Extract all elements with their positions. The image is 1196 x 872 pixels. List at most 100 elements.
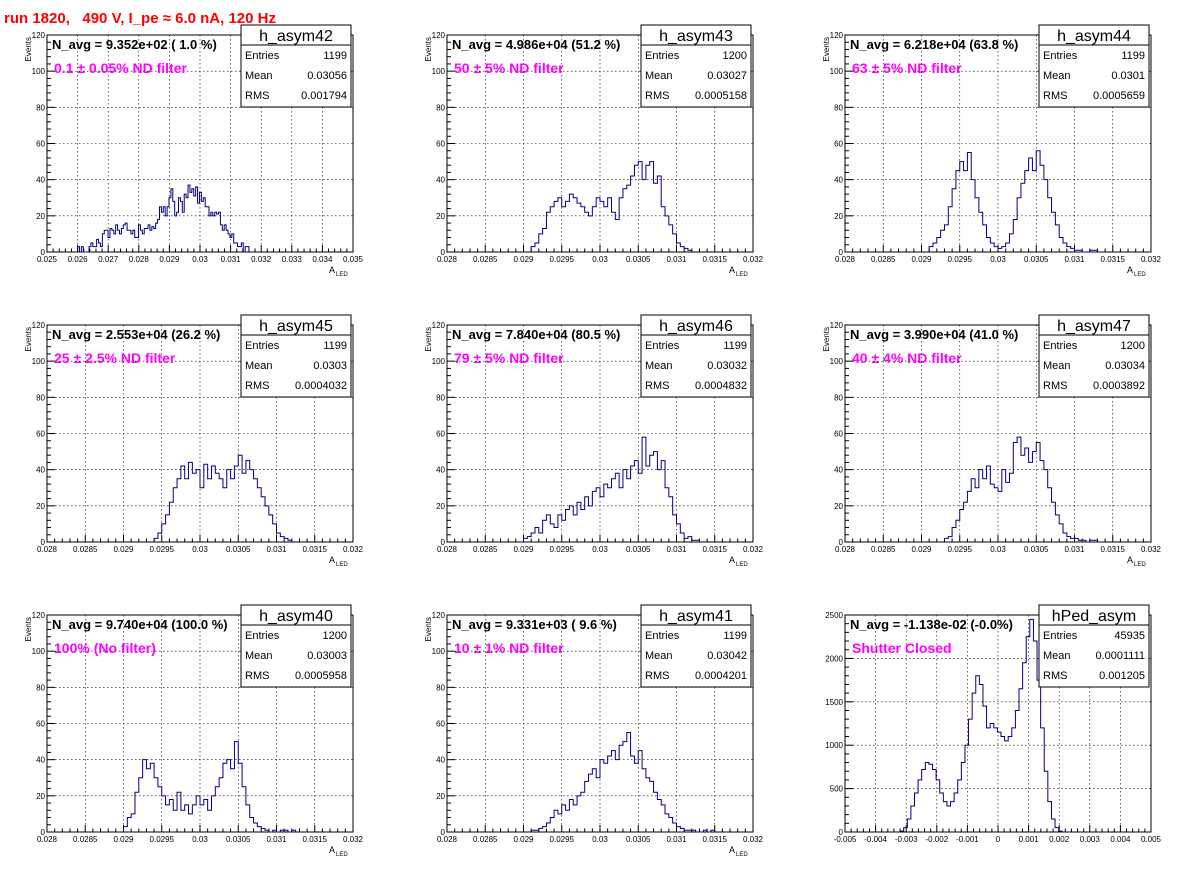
y-tick-label: 20 xyxy=(436,792,445,801)
stats-title: h_asym41 xyxy=(659,608,733,625)
x-tick-label: 0.0295 xyxy=(150,545,175,554)
stats-box xyxy=(240,604,352,688)
x-axis-title: A xyxy=(329,265,335,275)
y-tick-label: 0 xyxy=(441,828,446,837)
x-tick-label: 0.029 xyxy=(513,255,534,264)
y-tick-label: 20 xyxy=(36,212,45,221)
stats-value: 0.0003892 xyxy=(1093,380,1145,392)
x-axis-title: A xyxy=(1127,265,1133,275)
x-tick-label: 0.032 xyxy=(1141,545,1162,554)
filter-label: 50 ± 5% ND filter xyxy=(454,60,564,76)
stats-key: Entries xyxy=(645,630,680,642)
x-tick-label: 0.0315 xyxy=(303,835,328,844)
y-tick-label: 0 xyxy=(441,248,446,257)
x-tick-label: 0.0295 xyxy=(550,255,575,264)
stats-value: 0.001794 xyxy=(301,90,347,102)
y-tick-label: 0 xyxy=(839,248,844,257)
y-tick-label: 60 xyxy=(36,140,45,149)
y-axis-title: Events xyxy=(822,37,831,61)
y-tick-label: 0 xyxy=(839,828,844,837)
navg-label: N_avg = 2.553e+04 (26.2 %) xyxy=(52,327,220,342)
stats-value: 1200 xyxy=(723,50,747,62)
stats-key: Entries xyxy=(645,50,680,62)
y-tick-label: 60 xyxy=(436,140,445,149)
stats-value: 0.0005659 xyxy=(1093,90,1145,102)
navg-label: N_avg = 9.331e+03 ( 9.6 %) xyxy=(452,617,617,632)
navg-label: N_avg = -1.138e-02 (-0.0%) xyxy=(850,617,1013,632)
x-tick-label: -0.003 xyxy=(895,835,918,844)
stats-key: Entries xyxy=(1043,630,1078,642)
x-tick-label: 0.034 xyxy=(312,255,333,264)
x-axis-title-subscript: LED xyxy=(736,562,748,568)
x-tick-label: 0.03 xyxy=(592,255,608,264)
y-tick-label: 80 xyxy=(436,683,445,692)
x-tick-label: 0.032 xyxy=(343,835,364,844)
y-tick-label: 60 xyxy=(436,720,445,729)
x-tick-label: 0.0315 xyxy=(703,835,728,844)
filter-label: 40 ± 4% ND filter xyxy=(852,350,962,366)
stats-value: 1199 xyxy=(323,340,347,352)
y-tick-label: 120 xyxy=(32,611,46,620)
histogram-line xyxy=(523,436,700,542)
x-tick-label: 0.031 xyxy=(666,835,687,844)
x-tick-label: 0.032 xyxy=(1141,255,1162,264)
x-tick-label: 0.0315 xyxy=(1101,255,1126,264)
x-tick-label: 0.0305 xyxy=(1024,255,1049,264)
x-tick-label: 0.028 xyxy=(437,255,458,264)
x-tick-label: 0.032 xyxy=(251,255,272,264)
stats-box xyxy=(1038,604,1150,688)
stats-value: 0.0004832 xyxy=(695,380,747,392)
x-tick-label: 0.003 xyxy=(1080,835,1101,844)
x-axis-title: A xyxy=(1127,555,1133,565)
x-tick-label: 0.03 xyxy=(192,255,208,264)
x-axis-title-subscript: LED xyxy=(336,272,348,278)
histogram-pad-h_asym46: 0.028 0.0285 0.029 0.0295 0.03 0.0305 0.031 0.0… xyxy=(424,314,764,568)
filter-label: 79 ± 5% ND filter xyxy=(454,350,564,366)
stats-key: Entries xyxy=(245,630,280,642)
x-axis-title-subscript: LED xyxy=(736,852,748,858)
x-tick-label: 0.03 xyxy=(192,545,208,554)
x-axis-title-subscript: LED xyxy=(336,852,348,858)
y-tick-label: 0 xyxy=(41,248,46,257)
stats-key: RMS xyxy=(245,670,269,682)
stats-box xyxy=(1038,24,1150,108)
stats-key: RMS xyxy=(1043,670,1067,682)
histogram-pad-hPed_asym: -0.005 -0.004 -0.003 -0.002 -0.001 0 0.001 0.00… xyxy=(825,604,1162,844)
navg-label: N_avg = 3.990e+04 (41.0 %) xyxy=(850,327,1018,342)
stats-value: 45935 xyxy=(1114,630,1145,642)
y-tick-label: 120 xyxy=(830,321,844,330)
y-tick-label: 40 xyxy=(834,176,843,185)
y-tick-label: 120 xyxy=(32,321,46,330)
stats-value: 0.0004201 xyxy=(695,670,747,682)
stats-key: Mean xyxy=(1043,650,1071,662)
histogram-line xyxy=(928,150,1098,253)
y-axis-title: Events xyxy=(424,37,433,61)
x-tick-label: 0.004 xyxy=(1110,835,1131,844)
x-tick-label: 0.03 xyxy=(592,545,608,554)
y-tick-label: 20 xyxy=(436,212,445,221)
x-tick-label: 0.0295 xyxy=(150,835,175,844)
y-tick-label: 40 xyxy=(36,466,45,475)
x-tick-label: 0.028 xyxy=(437,545,458,554)
y-tick-label: 2000 xyxy=(825,654,843,663)
x-tick-label: 0.0285 xyxy=(871,255,896,264)
x-axis-title: A xyxy=(329,845,335,855)
y-axis-title: Events xyxy=(424,327,433,351)
histogram-line xyxy=(943,436,1098,543)
stats-value: 0.03003 xyxy=(307,650,347,662)
filter-label: Shutter Closed xyxy=(852,640,952,656)
x-tick-label: 0.0285 xyxy=(871,545,896,554)
y-tick-label: 80 xyxy=(36,103,45,112)
y-tick-label: 100 xyxy=(32,647,46,656)
histogram-line xyxy=(153,454,293,542)
filter-label: 0.1 ± 0.05% ND filter xyxy=(54,60,188,76)
histogram-line xyxy=(530,161,693,252)
y-tick-label: 1000 xyxy=(825,741,843,750)
y-tick-label: 100 xyxy=(432,357,446,366)
navg-label: N_avg = 6.218e+04 (63.8 %) xyxy=(850,37,1018,52)
x-tick-label: 0.031 xyxy=(666,255,687,264)
x-tick-label: 0.0295 xyxy=(948,545,973,554)
x-tick-label: 0.03 xyxy=(192,835,208,844)
stats-value: 0.03027 xyxy=(707,70,747,82)
